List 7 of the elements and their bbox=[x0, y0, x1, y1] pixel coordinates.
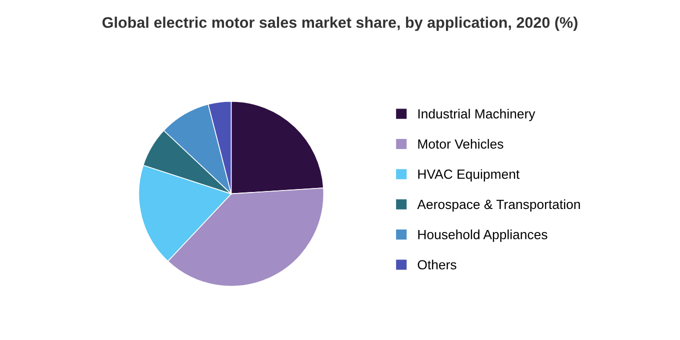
legend-label: HVAC Equipment bbox=[418, 169, 520, 182]
legend-label: Industrial Machinery bbox=[418, 108, 536, 122]
legend-label: Household Appliances bbox=[418, 230, 548, 242]
legend-label: Motor Vehicles bbox=[418, 139, 504, 149]
legend-label: Aerospace & Transportation bbox=[417, 199, 580, 212]
chart-title: Global electric motor sales market share, by application, 2020 (%) bbox=[102, 16, 578, 31]
legend-label: Others bbox=[418, 260, 456, 270]
